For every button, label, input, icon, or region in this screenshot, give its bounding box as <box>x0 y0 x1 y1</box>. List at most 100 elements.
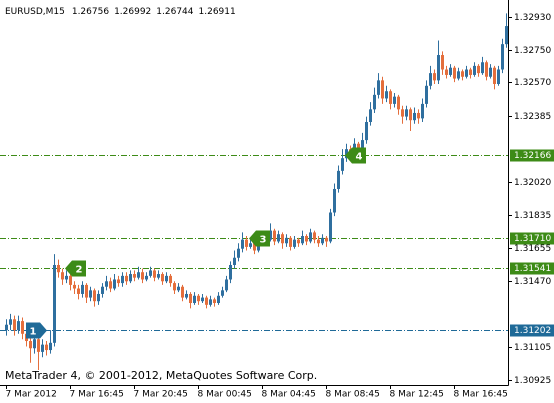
candle-body <box>437 55 440 81</box>
candle-body <box>81 284 84 294</box>
candle-body <box>121 275 124 284</box>
candle-body <box>93 290 96 302</box>
candle-body <box>61 272 64 280</box>
candle-body <box>309 232 312 242</box>
marker-label: 3 <box>260 235 267 246</box>
candle-body <box>21 321 24 334</box>
candle-body <box>497 69 500 84</box>
candle-body <box>465 69 468 77</box>
candle-body <box>393 96 396 104</box>
candle-body <box>85 284 88 298</box>
candle-body <box>277 234 280 242</box>
candle-body <box>401 109 404 117</box>
header-close: 1.26911 <box>199 7 236 17</box>
candle-body <box>189 293 192 304</box>
candle-body <box>145 275 148 280</box>
level-marker <box>345 147 366 164</box>
level-tag <box>510 149 554 162</box>
candle-body <box>137 272 140 278</box>
level-tag <box>510 262 554 275</box>
candle-body <box>461 71 464 77</box>
level-label: 1.31710 <box>514 234 551 244</box>
candle-body <box>33 339 36 349</box>
candle-body <box>409 109 412 121</box>
candle-body <box>297 239 300 244</box>
candle-body <box>161 274 164 282</box>
candle-body <box>481 62 484 74</box>
candle-body <box>285 237 288 244</box>
candle-body <box>369 109 372 122</box>
level-label: 1.32166 <box>514 151 551 161</box>
candle-body <box>377 80 380 95</box>
candle-body <box>197 295 200 302</box>
candle-body <box>213 299 216 304</box>
candle-body <box>301 236 304 244</box>
candle-body <box>209 299 212 305</box>
candle-body <box>445 69 448 75</box>
marker-label: 4 <box>356 152 363 163</box>
candle-body <box>225 279 228 291</box>
candle-body <box>293 239 296 247</box>
copyright: MetaTrader 4, © 2001-2012, MetaQuotes So… <box>5 369 317 382</box>
candle-body <box>157 274 160 278</box>
level-label: 1.31202 <box>514 326 551 336</box>
candle-body <box>361 140 364 151</box>
candle-body <box>457 71 460 79</box>
candle-body <box>129 274 132 282</box>
header: EURUSD,M15 1.26756 1.26992 1.26744 1.26911 <box>5 7 236 17</box>
x-tick-label: 8 Mar 12:45 <box>390 390 444 400</box>
candle-body <box>317 239 320 244</box>
candle-body <box>97 293 100 302</box>
candle-body <box>337 170 340 189</box>
candle-body <box>505 26 508 45</box>
candle-body <box>313 232 316 240</box>
candle-body <box>233 257 236 265</box>
level-marker <box>249 230 270 247</box>
candle-body <box>141 272 144 280</box>
y-tick-label: 1.32930 <box>514 13 551 23</box>
candle-body <box>493 67 496 84</box>
candle-body <box>441 55 444 70</box>
candle-body <box>477 65 480 74</box>
candle-body <box>489 67 492 77</box>
candle-body <box>169 275 172 284</box>
candle-body <box>365 121 368 141</box>
candle-body <box>473 65 476 75</box>
candle-body <box>45 344 48 351</box>
candle-body <box>305 236 308 242</box>
candle-body <box>329 212 332 242</box>
candle-body <box>173 283 176 291</box>
candle-body <box>289 237 292 247</box>
candle-body <box>37 339 40 352</box>
candle-body <box>205 297 208 305</box>
level-marker <box>65 260 86 277</box>
candle-body <box>201 297 204 302</box>
candle-body <box>345 149 348 159</box>
level-tag <box>510 232 554 245</box>
candle-body <box>281 234 284 244</box>
candle-body <box>53 264 56 343</box>
candle-body <box>109 281 112 289</box>
candle-body <box>273 230 276 242</box>
y-tick-label: 1.32385 <box>514 112 551 122</box>
candles <box>5 13 508 370</box>
candle-body <box>373 94 376 110</box>
header-open: 1.26756 <box>72 7 109 17</box>
candle-body <box>133 274 136 278</box>
candle-body <box>389 91 392 104</box>
candle-body <box>221 290 224 296</box>
candle-body <box>217 295 220 304</box>
candle-body <box>249 243 252 247</box>
candle-body <box>433 73 436 81</box>
header-low: 1.26744 <box>156 7 193 17</box>
candle-body <box>453 67 456 79</box>
candle-body <box>469 69 472 75</box>
candle-body <box>357 143 360 151</box>
x-tick-label: 7 Mar 16:45 <box>70 390 124 400</box>
level-label: 1.31541 <box>514 264 551 274</box>
y-tick-label: 1.32750 <box>514 46 551 56</box>
symbol: EURUSD,M15 <box>5 7 65 17</box>
x-tick-label: 8 Mar 04:45 <box>262 390 316 400</box>
y-tick-label: 1.32020 <box>514 178 551 188</box>
